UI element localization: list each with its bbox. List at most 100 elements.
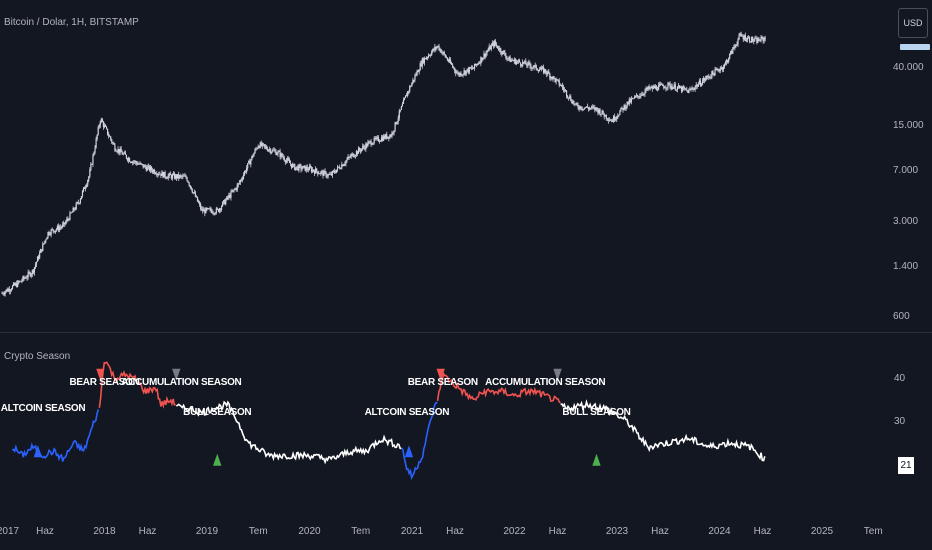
candle-body [423, 58, 425, 63]
time-tick-label: 2022 [503, 526, 526, 537]
candle-body [356, 151, 359, 154]
candle-body [670, 86, 672, 88]
candle-body [697, 84, 699, 87]
pane-divider[interactable] [0, 332, 932, 333]
candle-body [644, 90, 646, 95]
candle-body [289, 162, 292, 165]
candle-body [231, 191, 233, 193]
candle-body [39, 252, 41, 259]
candle-body [284, 160, 286, 163]
candle-body [210, 208, 212, 211]
candle-body [319, 173, 321, 175]
candle-body [623, 105, 625, 111]
up-arrow-marker [33, 445, 43, 458]
down-arrow-marker [553, 368, 562, 381]
candle-body [585, 106, 588, 108]
candle-body [366, 143, 368, 147]
candle-body [415, 75, 417, 76]
candle-body [338, 166, 340, 168]
candle-body [457, 72, 459, 74]
candle-body [72, 208, 74, 213]
candle-body [55, 229, 57, 231]
candle-body [634, 96, 637, 98]
candle-body [12, 283, 15, 286]
candle-body [424, 58, 427, 60]
candle-body [96, 134, 98, 139]
candle-body [574, 103, 576, 105]
candle-body [411, 83, 413, 87]
candle-body [587, 107, 590, 110]
candle-body [671, 86, 673, 90]
indicator-pane[interactable]: Crypto Season ALTCOIN SEASON BEAR SEASON A… [0, 333, 890, 513]
candle-body [669, 83, 671, 88]
candle-body [70, 212, 72, 214]
candle-body [16, 283, 18, 287]
candle-body [278, 151, 280, 153]
candle-body [309, 166, 312, 168]
candle-body [542, 67, 545, 73]
candle-body [271, 151, 273, 153]
candle-body [641, 93, 643, 96]
candle-body [556, 79, 558, 81]
candle-body [126, 158, 129, 161]
candle-body [398, 110, 400, 118]
price-pane[interactable]: Bitcoin / Dolar, 1H, BITSTAMP [0, 0, 890, 332]
candle-body [597, 109, 599, 113]
candle-body [182, 175, 184, 177]
candle-body [255, 148, 257, 150]
candle-body [619, 111, 621, 115]
candle-body [60, 227, 63, 228]
time-tick-label: 2017 [0, 526, 20, 537]
candle-body [558, 80, 560, 86]
time-tick-label: 2023 [605, 526, 629, 537]
candle-body [63, 222, 65, 225]
candle-body [317, 171, 319, 175]
candle-body [298, 164, 300, 171]
candle-body [23, 276, 25, 279]
candle-body [333, 170, 336, 173]
candle-body [735, 45, 737, 47]
up-arrow-marker [404, 445, 414, 458]
candle-body [46, 237, 48, 240]
price-axis[interactable]: 40.000 15.000 7.000 3.000 1.400 600 40 30 [890, 0, 932, 513]
candle-body [18, 281, 20, 283]
candle-body [476, 64, 478, 66]
candle-body [91, 164, 93, 165]
candle-body [247, 163, 249, 168]
candle-body [208, 208, 210, 210]
candle-body [561, 85, 563, 88]
candle-body [475, 63, 477, 66]
candle-body [362, 146, 364, 149]
candle-body [40, 249, 42, 253]
candle-body [365, 143, 367, 150]
candle-body [168, 173, 170, 176]
candle-body [384, 135, 386, 139]
candle-body [427, 55, 430, 58]
candle-body [321, 171, 323, 173]
candle-body [624, 105, 626, 109]
candle-body [443, 52, 445, 55]
candle-body [653, 86, 655, 89]
candle-body [369, 141, 371, 142]
candle-body [146, 166, 148, 171]
currency-button[interactable]: USD [898, 8, 928, 38]
candle-body [573, 101, 575, 105]
candle-body [200, 204, 202, 209]
candle-body [87, 180, 89, 185]
candle-body [330, 173, 332, 176]
candle-body [139, 162, 141, 165]
candle-body [724, 62, 727, 65]
time-axis[interactable]: 2017 Haz 2018 Haz 2019 Tem 2020 Tem 2021 Haz 2022 H… [0, 513, 932, 550]
candle-body [511, 59, 513, 61]
candle-body [530, 65, 532, 69]
candle-body [639, 96, 641, 98]
candle-body [761, 36, 763, 38]
candle-body [437, 45, 439, 47]
candle-body [326, 176, 328, 178]
candle-body [261, 143, 263, 146]
candle-body [140, 162, 142, 164]
candle-body [719, 68, 721, 72]
candle-body [718, 70, 720, 72]
candle-body [646, 88, 648, 90]
candle-body [331, 171, 333, 176]
